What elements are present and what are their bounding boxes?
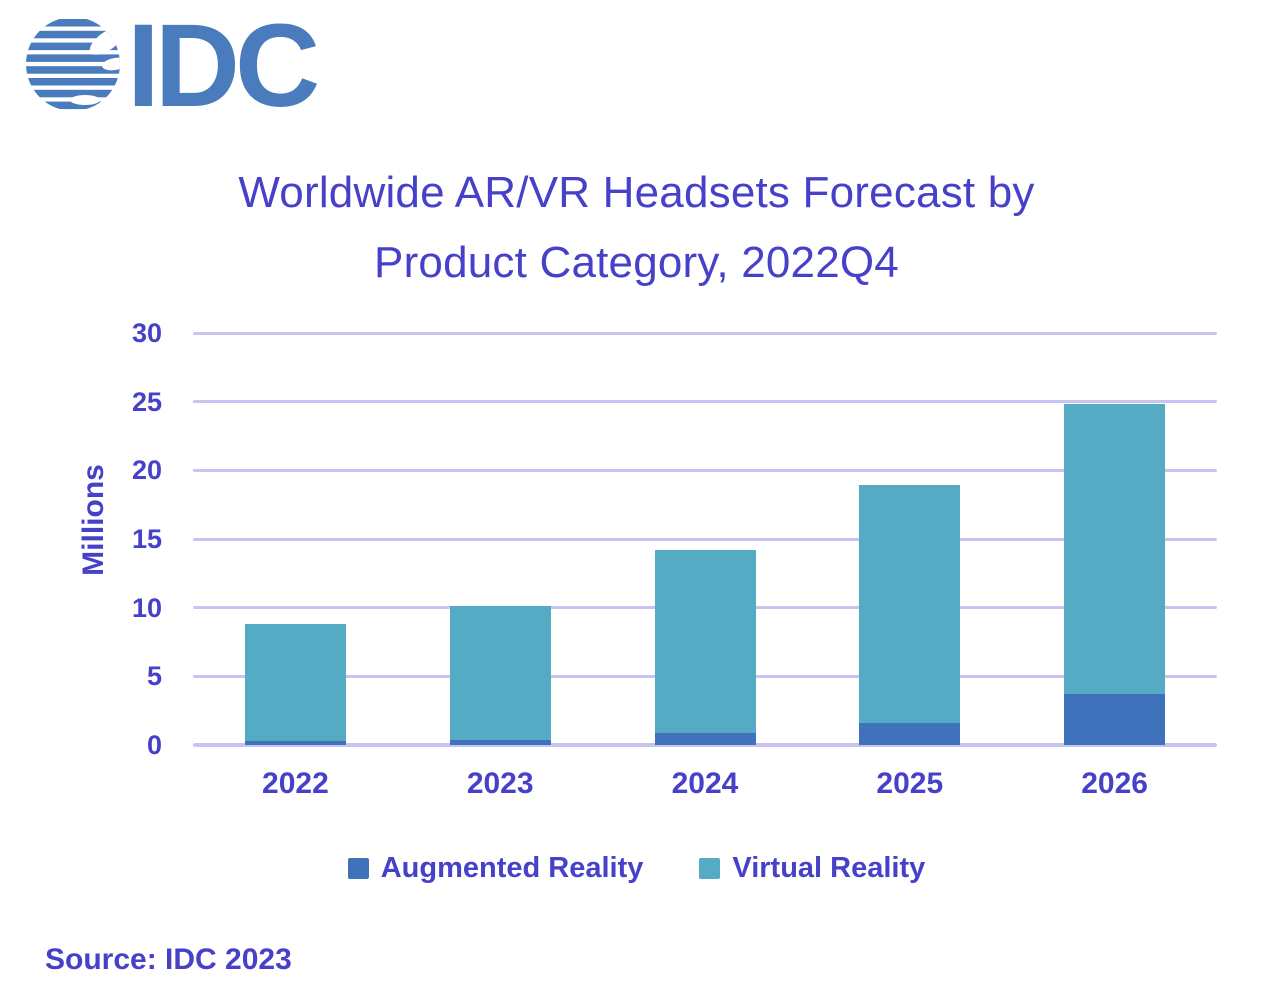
legend-label: Virtual Reality xyxy=(732,852,926,884)
bar-segment-virtual-reality-2022 xyxy=(244,624,346,741)
idc-logo: IDC xyxy=(25,0,335,132)
source-note: Source: IDC 2023 xyxy=(45,943,292,976)
y-tick-label-5: 5 xyxy=(146,661,162,692)
x-tick-label-2024: 2024 xyxy=(671,767,739,800)
y-tick-label-15: 15 xyxy=(131,524,162,554)
bar-segment-virtual-reality-2024 xyxy=(654,550,756,733)
chart-title-line1: Worldwide AR/VR Headsets Forecast by xyxy=(238,168,1035,217)
x-tick-label-2023: 2023 xyxy=(466,767,534,800)
y-tick-label-10: 10 xyxy=(131,592,162,623)
bar-segment-augmented-reality-2026 xyxy=(1064,694,1166,745)
y-tick-label-20: 20 xyxy=(131,455,162,486)
y-tick-label-30: 30 xyxy=(131,318,162,348)
bar-segment-augmented-reality-2025 xyxy=(859,723,961,745)
legend-item-augmented-reality: Augmented Reality xyxy=(347,852,644,885)
bar-segment-augmented-reality-2023 xyxy=(449,739,551,745)
chart-title-line2: Product Category, 2022Q4 xyxy=(374,238,899,287)
legend-swatch-icon xyxy=(347,858,369,879)
chart-legend: Augmented Reality Virtual Reality xyxy=(0,852,1273,885)
idc-logo-graphic: IDC xyxy=(26,0,322,132)
y-tick-label-25: 25 xyxy=(131,386,162,417)
x-tick-label-2022: 2022 xyxy=(262,767,329,800)
bar-segment-virtual-reality-2025 xyxy=(859,485,961,724)
plot-area: 0 5 10 15 20 25 30 2022 2023 2024 2025 2026 xyxy=(132,318,1217,800)
bar-segment-augmented-reality-2022 xyxy=(244,740,346,745)
bar-segment-augmented-reality-2024 xyxy=(654,732,756,745)
bar-segment-virtual-reality-2023 xyxy=(449,606,551,740)
gridline-25 xyxy=(193,400,1217,404)
bar-segment-virtual-reality-2026 xyxy=(1064,404,1166,695)
idc-logo-text: IDC xyxy=(127,14,317,114)
legend-item-virtual-reality: Virtual Reality xyxy=(699,852,925,885)
gridline-30 xyxy=(193,331,1217,335)
x-tick-label-2025: 2025 xyxy=(876,767,944,800)
legend-swatch-icon xyxy=(699,858,721,879)
chart-title: Worldwide AR/VR Headsets Forecast by Pro… xyxy=(0,158,1273,298)
gridline-15 xyxy=(193,537,1217,541)
x-tick-label-2026: 2026 xyxy=(1081,767,1148,800)
gridline-20 xyxy=(193,468,1217,472)
idc-globe-icon xyxy=(26,19,120,110)
y-tick-label-0: 0 xyxy=(146,730,162,760)
legend-label: Augmented Reality xyxy=(380,852,644,884)
